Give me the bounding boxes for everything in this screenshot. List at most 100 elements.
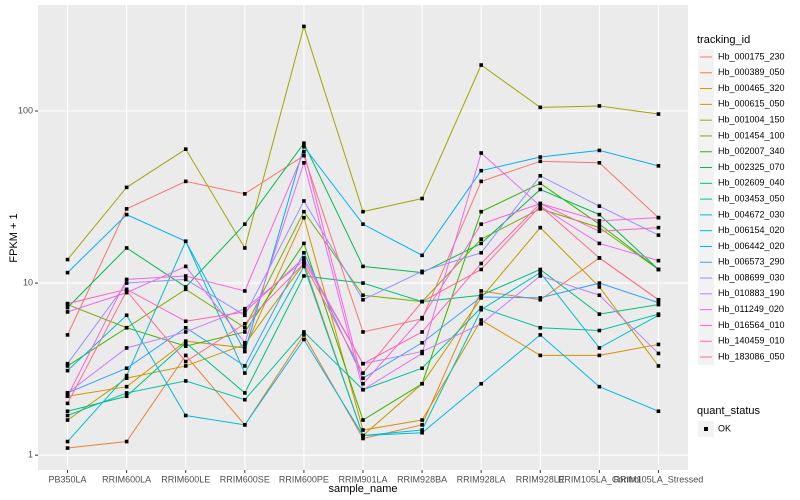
legend-label: Hb_000615_050: [718, 99, 785, 109]
data-point: [243, 371, 247, 375]
data-point: [65, 333, 70, 337]
legend-label: Hb_006442_020: [718, 241, 785, 251]
data-point: [538, 159, 543, 164]
data-point: [420, 381, 424, 386]
data-point: [183, 179, 188, 184]
data-point: [243, 391, 247, 395]
data-point: [124, 366, 129, 371]
data-point: [597, 256, 602, 260]
data-point: [302, 149, 306, 154]
data-point: [65, 391, 70, 395]
data-point: [361, 376, 365, 381]
data-point: [65, 413, 70, 418]
data-point: [479, 381, 483, 386]
legend-label: Hb_010883_190: [718, 288, 785, 298]
data-point: [243, 349, 247, 354]
data-point: [243, 222, 247, 226]
x-tick-label: RRIM901LA: [338, 474, 387, 484]
data-point: [124, 207, 129, 211]
legend-label: Hb_002325_070: [718, 162, 785, 172]
data-point: [538, 174, 543, 178]
data-point: [302, 141, 306, 145]
data-point: [124, 384, 129, 389]
data-point: [597, 285, 602, 289]
data-point: [538, 297, 543, 302]
data-point: [361, 293, 365, 298]
data-point: [420, 351, 424, 356]
data-point: [420, 196, 424, 201]
data-point: [302, 274, 306, 278]
data-point: [302, 258, 306, 263]
data-point: [538, 270, 543, 275]
data-point: [65, 439, 70, 444]
data-point: [183, 353, 188, 358]
x-tick-label: RRIM105LA_Stressed: [614, 474, 704, 484]
data-point: [183, 344, 188, 348]
x-tick-label: RRIM928BA: [397, 474, 447, 484]
data-point: [65, 401, 70, 406]
data-point: [361, 297, 365, 302]
data-point: [243, 325, 247, 330]
data-point: [656, 258, 661, 263]
data-point: [65, 364, 70, 368]
data-point: [597, 328, 602, 333]
legend-label: Hb_183086_050: [718, 351, 785, 361]
data-point: [479, 237, 483, 241]
data-point: [124, 394, 129, 399]
legend-label: OK: [718, 423, 731, 433]
data-point: [656, 364, 661, 368]
data-point: [597, 225, 602, 230]
data-point: [302, 261, 306, 266]
legend-label: Hb_016564_010: [718, 320, 785, 330]
data-point: [420, 428, 424, 432]
data-point: [479, 295, 483, 299]
data-point: [656, 267, 661, 272]
data-point: [361, 361, 365, 366]
data-point: [124, 289, 129, 293]
data-point: [479, 307, 483, 312]
data-point: [65, 301, 70, 306]
data-point: [183, 330, 188, 334]
data-point: [420, 349, 424, 354]
data-point: [538, 105, 543, 110]
data-point: [183, 359, 188, 364]
data-point: [183, 287, 188, 292]
data-point: [183, 277, 188, 282]
legend-label: Hb_002609_040: [718, 178, 785, 188]
data-point: [656, 300, 661, 305]
data-point: [479, 250, 483, 255]
data-point: [361, 264, 365, 269]
data-point: [479, 261, 483, 266]
legend-label: Hb_006154_020: [718, 225, 785, 235]
data-point: [420, 340, 424, 345]
data-point: [302, 333, 306, 337]
data-point: [243, 246, 247, 250]
data-point: [538, 333, 543, 337]
data-point: [597, 353, 602, 358]
data-point: [243, 423, 247, 427]
data-point: [597, 346, 602, 350]
legend-label: Hb_000389_050: [718, 67, 785, 77]
data-point: [361, 381, 365, 386]
data-point: [420, 423, 424, 427]
data-point: [302, 153, 306, 158]
legend-label: Hb_140459_010: [718, 336, 785, 346]
data-point: [597, 204, 602, 208]
data-point: [538, 225, 543, 230]
data-point: [183, 413, 188, 418]
legend-title: tracking_id: [697, 34, 750, 46]
data-point: [420, 430, 424, 435]
data-point: [361, 371, 365, 375]
data-point: [183, 340, 188, 345]
data-point: [538, 353, 543, 358]
data-point: [243, 397, 247, 402]
data-point: [420, 299, 424, 304]
data-point: [302, 241, 306, 246]
data-point: [302, 24, 306, 29]
data-point: [479, 289, 483, 293]
y-tick-label: 10: [23, 277, 33, 287]
data-point: [361, 330, 365, 334]
data-point: [479, 222, 483, 226]
data-point: [65, 257, 70, 262]
data-point: [243, 330, 247, 334]
